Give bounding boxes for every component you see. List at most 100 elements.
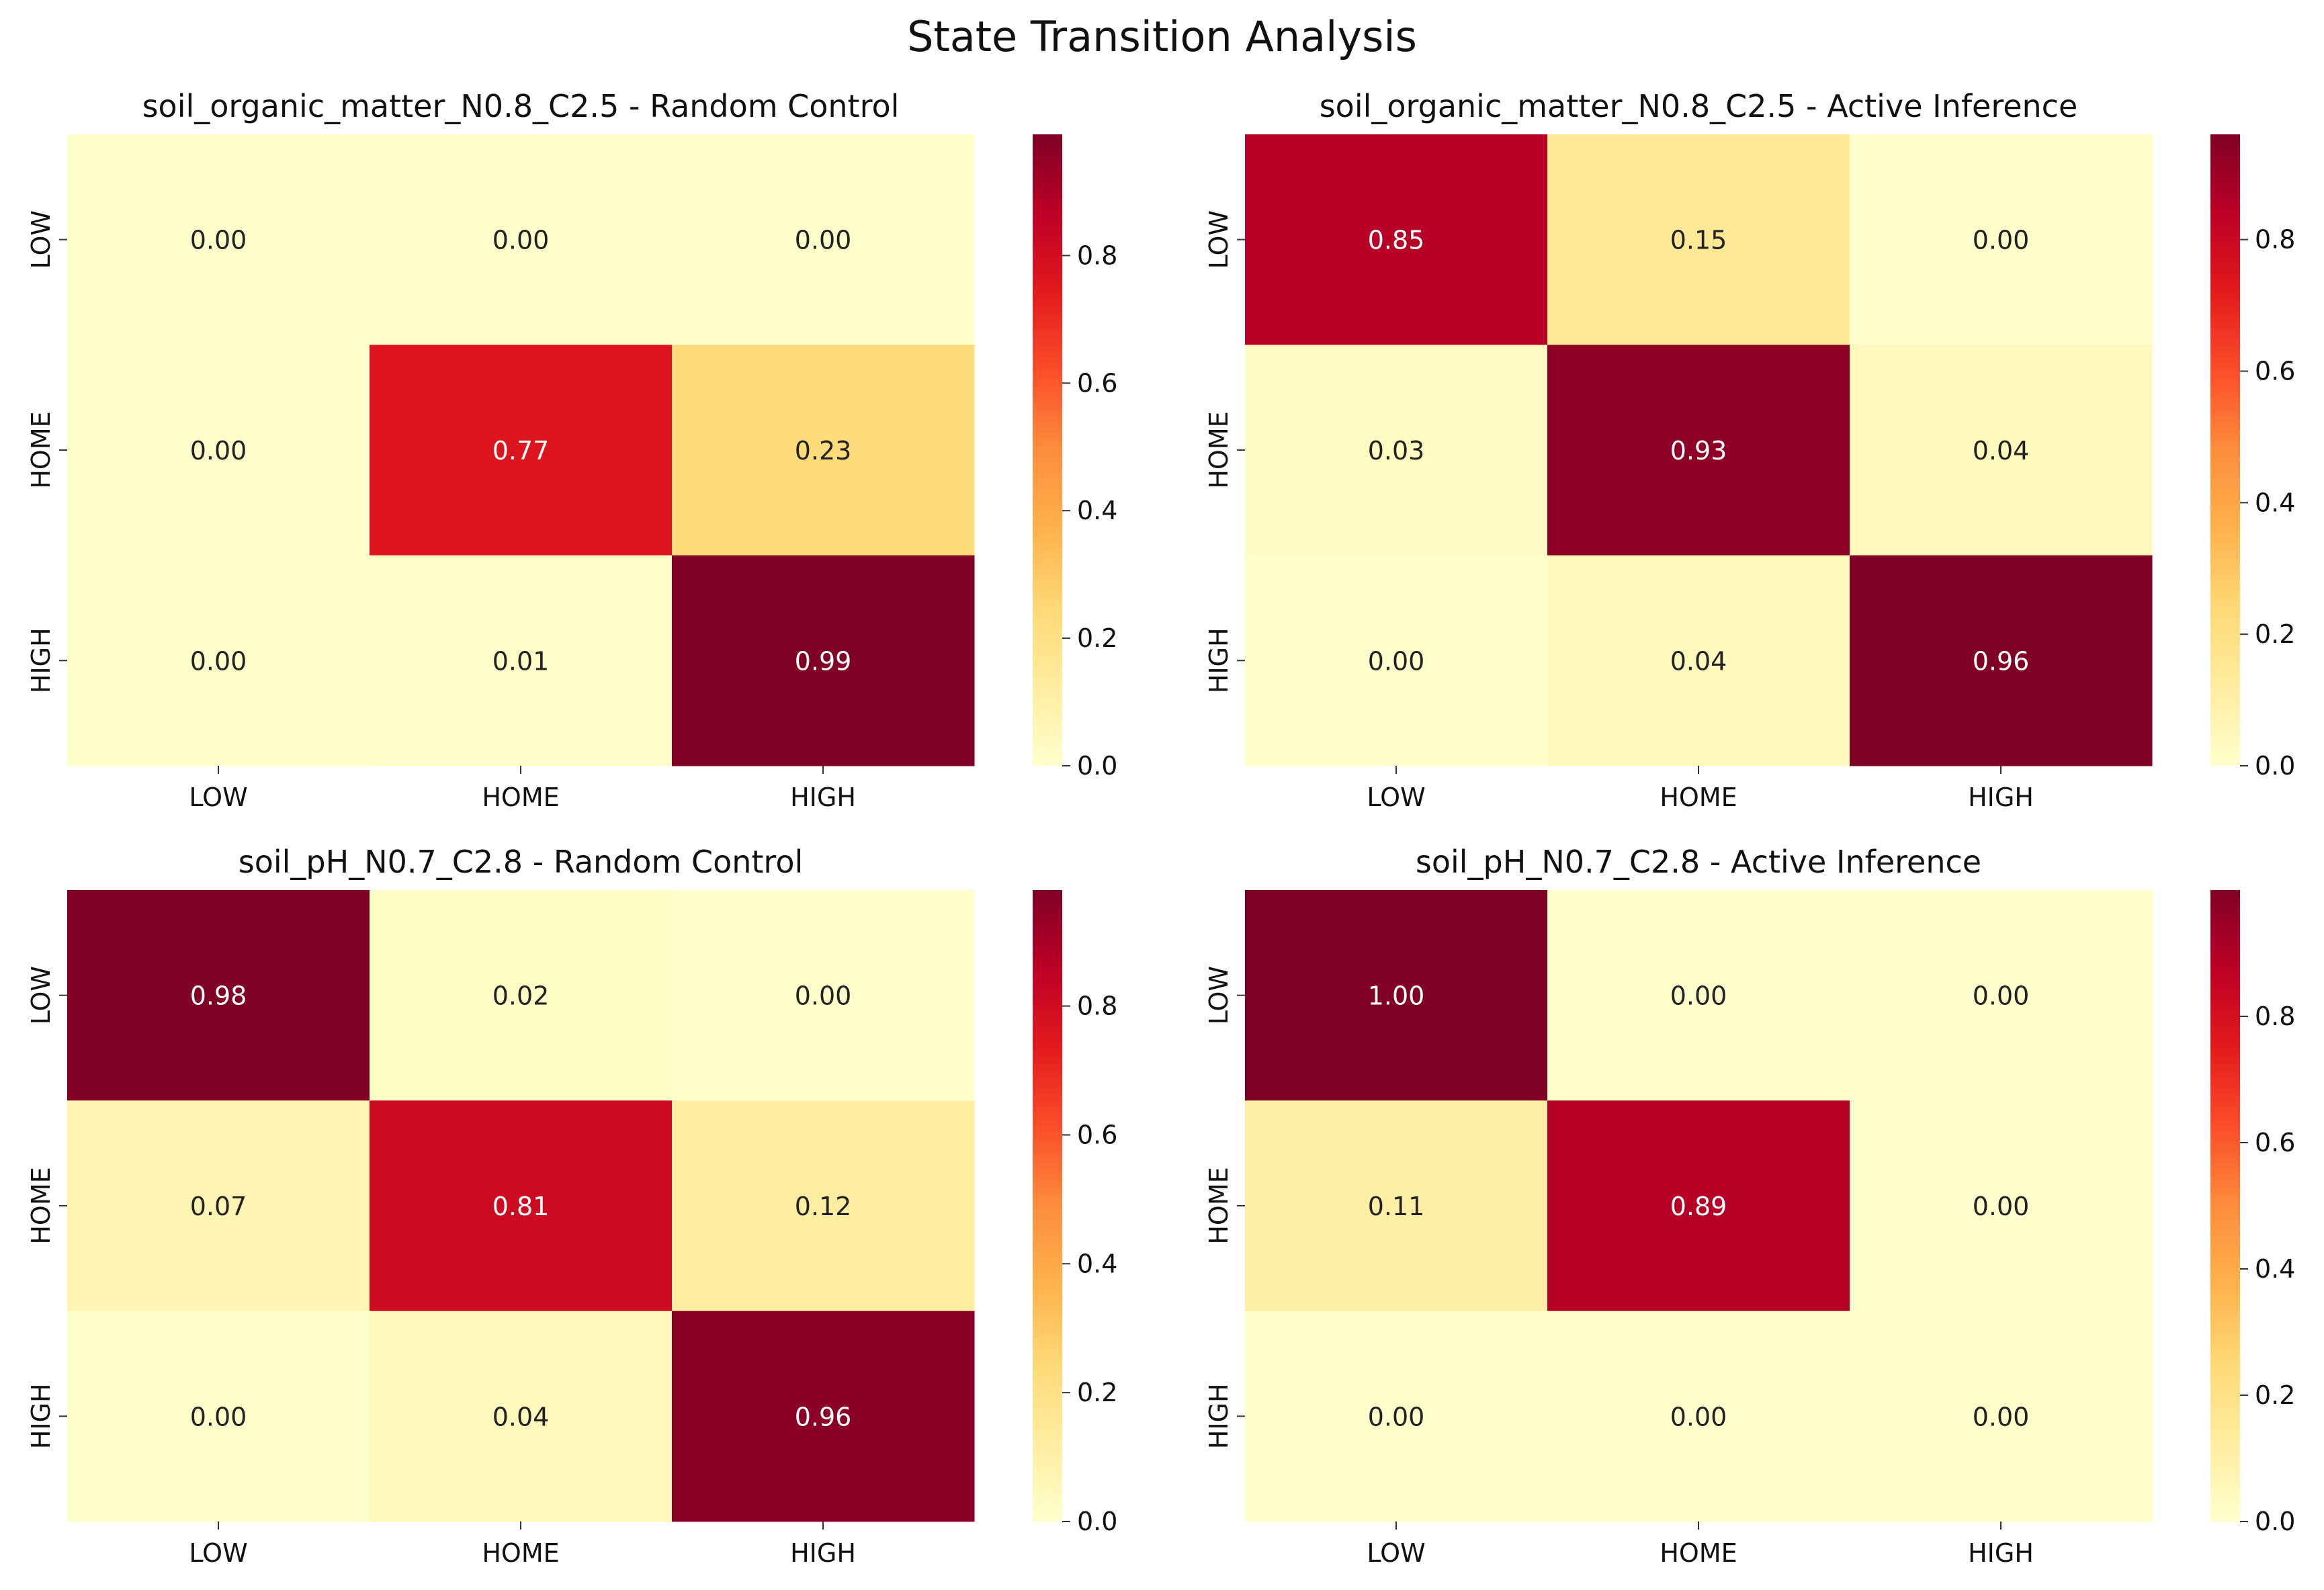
heatmap-cell xyxy=(672,345,975,556)
cell-value-label: 0.11 xyxy=(1368,1192,1425,1221)
cell-value-label: 0.00 xyxy=(190,436,247,466)
colorbar-tick-label: 0.4 xyxy=(1077,496,1117,525)
cell-value-label: 0.00 xyxy=(1973,1402,2030,1431)
x-tick-label: HOME xyxy=(482,1538,559,1568)
heatmap-cell xyxy=(1547,134,1850,345)
cell-value-label: 0.89 xyxy=(1670,1192,1727,1221)
heatmap-cell xyxy=(1547,345,1850,556)
cell-value-label: 0.96 xyxy=(1973,646,2030,676)
cell-value-label: 0.07 xyxy=(190,1192,247,1221)
cell-value-label: 0.00 xyxy=(1670,1402,1727,1431)
colorbar-tick-label: 0.2 xyxy=(1077,1378,1117,1407)
cell-value-label: 0.00 xyxy=(1670,981,1727,1011)
x-tick-label: HIGH xyxy=(790,1538,856,1568)
colorbar-tick-label: 0.8 xyxy=(1077,240,1117,270)
cell-value-label: 0.00 xyxy=(795,981,852,1011)
colorbar-tick-label: 0.2 xyxy=(2255,1380,2295,1410)
heatmap-cell xyxy=(370,345,673,556)
heatmap-cell xyxy=(370,134,673,345)
cell-value-label: 0.96 xyxy=(795,1402,852,1431)
y-tick-label: LOW xyxy=(26,210,56,269)
colorbar xyxy=(2210,890,2240,1521)
x-tick-label: HOME xyxy=(1660,1538,1737,1568)
cell-value-label: 0.99 xyxy=(795,646,852,676)
colorbar-tick-label: 0.0 xyxy=(2255,751,2295,781)
cell-value-label: 0.01 xyxy=(492,646,550,676)
heatmap-cell xyxy=(67,134,370,345)
heatmap-cell xyxy=(1547,1311,1850,1522)
colorbar-tick-label: 0.0 xyxy=(1077,1507,1117,1536)
cell-value-label: 0.04 xyxy=(1670,646,1727,676)
colorbar-tick-label: 0.6 xyxy=(2255,357,2295,386)
cell-value-label: 0.00 xyxy=(1973,1192,2030,1221)
colorbar xyxy=(2210,134,2240,766)
cell-value-label: 0.93 xyxy=(1670,436,1727,466)
heatmap-cell xyxy=(672,1311,975,1522)
cell-value-label: 0.12 xyxy=(795,1192,852,1221)
cell-value-label: 0.04 xyxy=(492,1402,550,1431)
x-tick-label: HOME xyxy=(482,783,559,812)
y-tick-label: HOME xyxy=(26,1167,56,1244)
heatmap-cell xyxy=(1850,345,2153,556)
colorbar-tick-label: 0.4 xyxy=(2255,488,2295,517)
heatmap-cell xyxy=(67,890,370,1101)
x-tick-label: LOW xyxy=(189,1538,247,1568)
colorbar-tick-label: 0.6 xyxy=(2255,1128,2295,1157)
heatmap-cell xyxy=(67,345,370,556)
cell-value-label: 0.77 xyxy=(492,436,550,466)
colorbar-tick-label: 0.0 xyxy=(2255,1507,2295,1536)
panel-title: soil_pH_N0.7_C2.8 - Active Inference xyxy=(1416,844,1981,880)
heatmap-cell xyxy=(370,555,673,766)
cell-value-label: 0.23 xyxy=(795,436,852,466)
cell-value-label: 0.00 xyxy=(1368,646,1425,676)
y-tick-label: HIGH xyxy=(1204,1383,1234,1449)
cell-value-label: 0.00 xyxy=(492,226,550,255)
colorbar-tick-label: 0.6 xyxy=(1077,368,1117,398)
colorbar-tick-label: 0.8 xyxy=(2255,225,2295,255)
x-tick-label: LOW xyxy=(1367,1538,1425,1568)
cell-value-label: 0.04 xyxy=(1973,436,2030,466)
cell-value-label: 1.00 xyxy=(1368,981,1425,1011)
y-tick-label: HOME xyxy=(1204,1167,1234,1244)
colorbar xyxy=(1033,134,1062,766)
cell-value-label: 0.98 xyxy=(190,981,247,1011)
panel-title: soil_organic_matter_N0.8_C2.5 - Active I… xyxy=(1320,88,2078,124)
heatmap-cell xyxy=(1245,345,1548,556)
y-tick-label: LOW xyxy=(1204,966,1234,1024)
colorbar-tick-label: 0.8 xyxy=(1077,991,1117,1021)
cell-value-label: 0.85 xyxy=(1368,226,1425,255)
cell-value-label: 0.00 xyxy=(190,226,247,255)
heatmap-cell xyxy=(1850,555,2153,766)
heatmap-cell xyxy=(1547,890,1850,1101)
y-tick-label: HIGH xyxy=(26,627,56,693)
colorbar xyxy=(1033,890,1062,1521)
heatmap-cell xyxy=(1547,1100,1850,1312)
heatmap-cell xyxy=(370,1311,673,1522)
heatmap-cell xyxy=(1245,1100,1548,1312)
x-tick-label: HIGH xyxy=(1968,1538,2034,1568)
heatmap-cell xyxy=(1547,555,1850,766)
y-tick-label: HOME xyxy=(26,411,56,488)
panel-title: soil_pH_N0.7_C2.8 - Random Control xyxy=(239,844,804,880)
x-tick-label: LOW xyxy=(1367,783,1425,812)
colorbar-tick-label: 0.2 xyxy=(1077,623,1117,653)
heatmap-cell xyxy=(1245,134,1548,345)
panel-title: soil_organic_matter_N0.8_C2.5 - Random C… xyxy=(142,88,900,124)
heatmap-cell xyxy=(672,1100,975,1312)
heatmap-cell xyxy=(672,555,975,766)
heatmap-cell xyxy=(1850,1311,2153,1522)
colorbar-tick-label: 0.6 xyxy=(1077,1120,1117,1149)
heatmap-cell xyxy=(1245,1311,1548,1522)
colorbar-tick-label: 0.4 xyxy=(2255,1254,2295,1284)
x-tick-label: HIGH xyxy=(790,783,856,812)
x-tick-label: HOME xyxy=(1660,783,1737,812)
cell-value-label: 0.03 xyxy=(1368,436,1425,466)
heatmap-cell xyxy=(1850,1100,2153,1312)
cell-value-label: 0.00 xyxy=(795,226,852,255)
heatmap-cell xyxy=(67,555,370,766)
cell-value-label: 0.81 xyxy=(492,1192,550,1221)
cell-value-label: 0.15 xyxy=(1670,226,1727,255)
heatmap-cell xyxy=(1850,134,2153,345)
colorbar-tick-label: 0.4 xyxy=(1077,1249,1117,1278)
